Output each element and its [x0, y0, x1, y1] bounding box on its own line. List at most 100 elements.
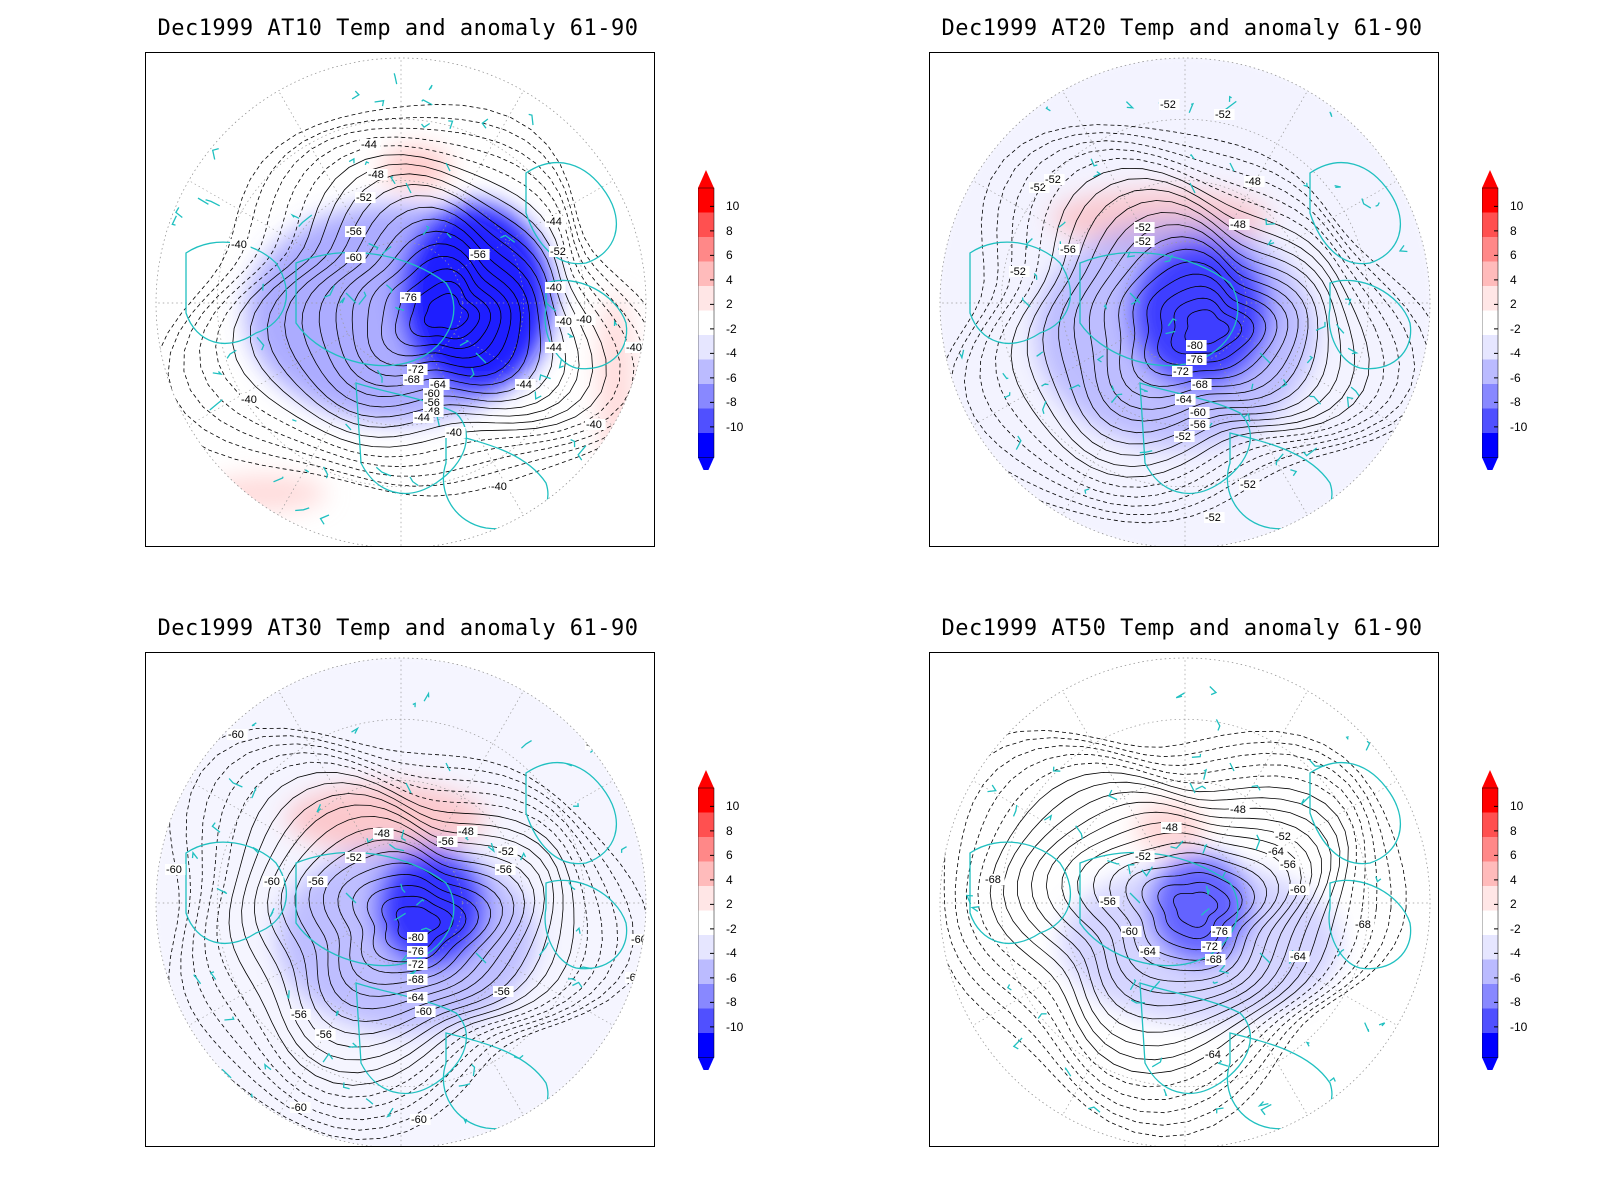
coastline-segment — [1125, 101, 1135, 109]
coastline-segment — [393, 73, 398, 85]
contour-label: -52 — [1160, 99, 1176, 111]
colorbar-scale — [1481, 170, 1499, 476]
coastline-segment — [1300, 794, 1312, 805]
colorbar-tick-label: 8 — [726, 223, 733, 238]
contour-label: -60 — [228, 729, 244, 741]
coastline-segment — [558, 359, 564, 369]
meridian-line — [1237, 933, 1398, 1026]
coastline-segment — [1130, 999, 1145, 1004]
colorbar-swatch — [1482, 1033, 1498, 1058]
coastline-segment — [1216, 1107, 1224, 1114]
colorbar-swatch — [698, 1033, 714, 1058]
colorbar-tick-label: 8 — [726, 823, 733, 838]
colorbar-swatch — [1482, 188, 1498, 213]
coastline-segment — [423, 691, 430, 702]
contour-line — [1118, 248, 1289, 399]
colorbar-tick-label: 8 — [1510, 223, 1517, 238]
coastline — [1309, 761, 1401, 865]
contour-label-bg — [1201, 941, 1222, 952]
contour-label-bg — [1134, 851, 1155, 862]
panel-at30: Dec1999 AT30 Temp and anomaly 61-90 -60 -… — [0, 600, 800, 1200]
coastline-segment — [400, 829, 406, 842]
coastline-segment — [1037, 1013, 1047, 1019]
contour-label: -44 — [516, 379, 532, 391]
temperature-contours — [156, 103, 646, 497]
contour-label-bg — [1189, 407, 1210, 418]
coastline-segment — [566, 763, 573, 767]
contour-label: -60 — [586, 739, 602, 751]
contour-label-bg — [1267, 846, 1288, 857]
meridian-line — [1062, 690, 1155, 851]
colorbar-swatch — [698, 984, 714, 1009]
contour-label: -56 — [496, 864, 512, 876]
colorbar-swatch — [698, 959, 714, 985]
contour-label-bg — [490, 481, 511, 492]
coastline-segment — [1251, 784, 1261, 791]
coastline-segment — [1251, 383, 1254, 390]
contour-labels: -52-52-52-52 -48-48-52-52-56-52-80-76-72-… — [1009, 99, 1265, 524]
latitude-circle — [278, 780, 524, 1026]
coastline-segment — [1045, 106, 1051, 112]
latitude-circle — [278, 180, 524, 426]
map-boundary — [155, 657, 647, 1146]
coastline-segment — [1337, 948, 1345, 957]
contour-label: -40 — [576, 314, 592, 326]
meridian-line — [278, 90, 371, 251]
coastline-segment — [1012, 804, 1018, 817]
coastline-segment — [1358, 682, 1369, 687]
contour-label: -68 — [1192, 379, 1208, 391]
coastline-segment — [375, 466, 392, 477]
contour-line — [156, 103, 646, 497]
coastline-segment — [1090, 158, 1098, 167]
colorbar-swatch — [1482, 408, 1498, 434]
coastline-segment — [1375, 202, 1380, 207]
latitude-circle — [1062, 180, 1308, 426]
colorbar-tick-label: 2 — [1510, 897, 1517, 912]
coastline-segment — [1002, 372, 1009, 380]
colorbar: 10 8 6 4 2 -2 -4 -6 -8 -10 — [697, 770, 768, 1076]
coastline-segment — [613, 692, 624, 701]
contour-label: -64 — [1140, 946, 1156, 958]
coastline-segment — [1302, 447, 1318, 457]
colorbar-swatch — [698, 286, 714, 311]
contour-label-bg — [367, 169, 388, 180]
coastline-segment — [528, 113, 534, 126]
contour-label: -60 — [631, 934, 647, 946]
coastline — [1079, 852, 1239, 967]
coastline-segment — [965, 894, 973, 905]
contour-label: -40 — [556, 316, 572, 328]
colorbar-swatch — [1482, 837, 1498, 862]
colorbar-tick-label: -2 — [726, 321, 737, 336]
coastline-segment — [538, 942, 549, 956]
contour-label-bg — [585, 419, 606, 430]
contour-label: -52 — [1215, 109, 1231, 121]
contour-label-bg — [407, 974, 428, 985]
contour-label-bg — [1186, 354, 1207, 365]
coastline-segment — [1375, 876, 1382, 883]
coastline-segment — [401, 954, 409, 962]
coastline-segment — [319, 514, 330, 525]
coastline-segment — [1334, 184, 1341, 189]
colorbar-tick-label: -10 — [726, 419, 744, 434]
coastline-segment — [191, 496, 195, 504]
coastline — [345, 162, 487, 364]
meridian-line — [1215, 955, 1308, 1116]
coastline-segment — [1139, 387, 1148, 393]
coastline-segment — [1350, 386, 1360, 397]
contour-label: -44 — [546, 342, 562, 354]
contour-label: -56 — [316, 1029, 332, 1041]
contour-label-bg — [1229, 219, 1250, 230]
map-boundary — [939, 57, 1431, 546]
coastline-segment — [981, 485, 987, 501]
contour-label: -72 — [408, 364, 424, 376]
coastline-segment — [1223, 100, 1237, 112]
contour-line — [232, 154, 607, 448]
contour-label: -52 — [498, 846, 514, 858]
coastline-segment — [1329, 111, 1333, 118]
contour-label: -56 — [291, 1009, 307, 1021]
colorbar-tick-label: 2 — [726, 297, 733, 312]
coastline-segment — [973, 673, 979, 687]
contour-label-bg — [1239, 479, 1260, 490]
contour-line — [1088, 224, 1309, 422]
coastline — [1328, 879, 1412, 970]
